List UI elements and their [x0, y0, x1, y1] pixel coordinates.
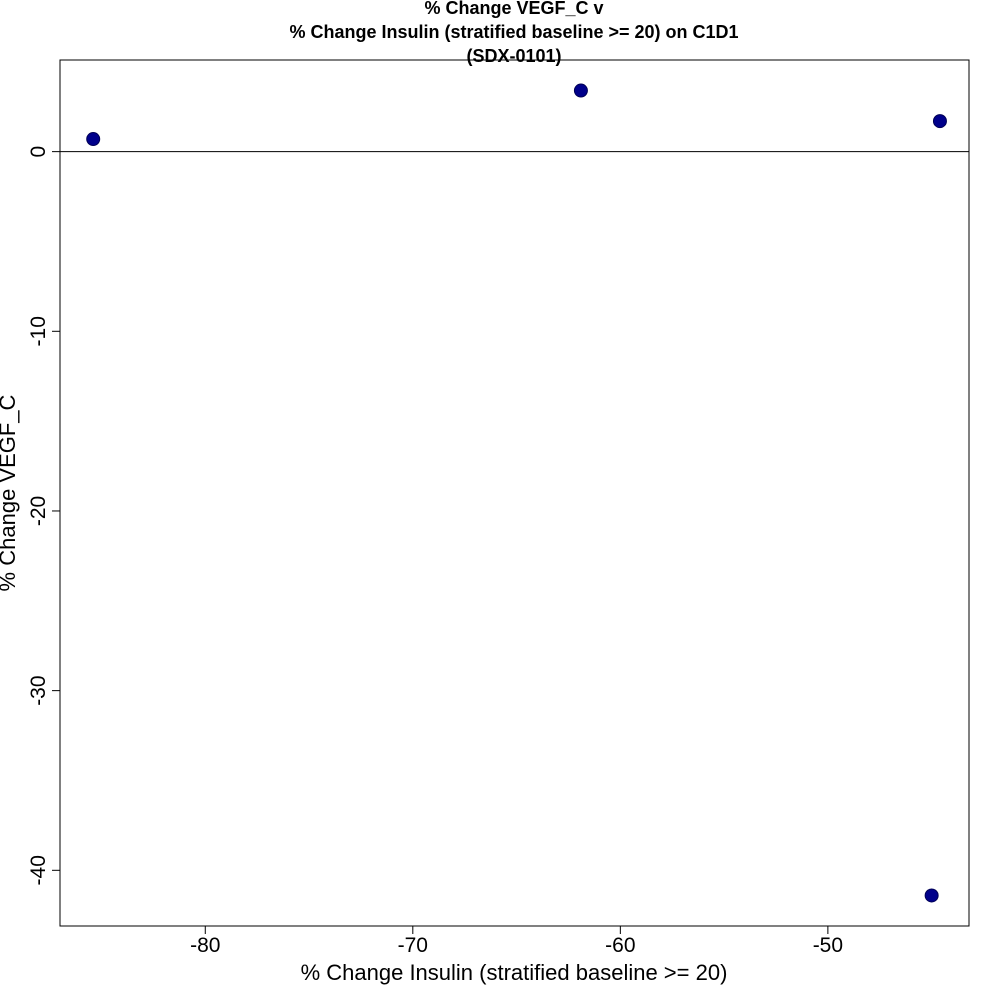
y-tick-label: 0	[27, 146, 50, 158]
chart-title-line-1: % Change VEGF_C v	[424, 0, 603, 18]
data-point	[86, 132, 101, 147]
data-point	[924, 888, 939, 903]
y-tick-label: -40	[27, 855, 50, 885]
y-tick-label: -10	[27, 316, 50, 346]
data-point	[573, 83, 588, 98]
chart-title-line-3: (SDX-0101)	[466, 46, 561, 66]
x-tick-label: -60	[605, 934, 635, 957]
x-tick-label: -50	[813, 934, 843, 957]
x-axis-label: % Change Insulin (stratified baseline >=…	[301, 960, 728, 985]
chart-title-line-2: % Change Insulin (stratified baseline >=…	[289, 22, 738, 42]
y-tick-label: -20	[27, 496, 50, 526]
x-tick-label: -70	[398, 934, 428, 957]
data-point	[932, 114, 947, 129]
x-tick-label: -80	[190, 934, 220, 957]
plot-area	[59, 59, 970, 927]
y-axis-label: % Change VEGF_C	[0, 394, 20, 591]
y-tick-label: -30	[27, 675, 50, 705]
